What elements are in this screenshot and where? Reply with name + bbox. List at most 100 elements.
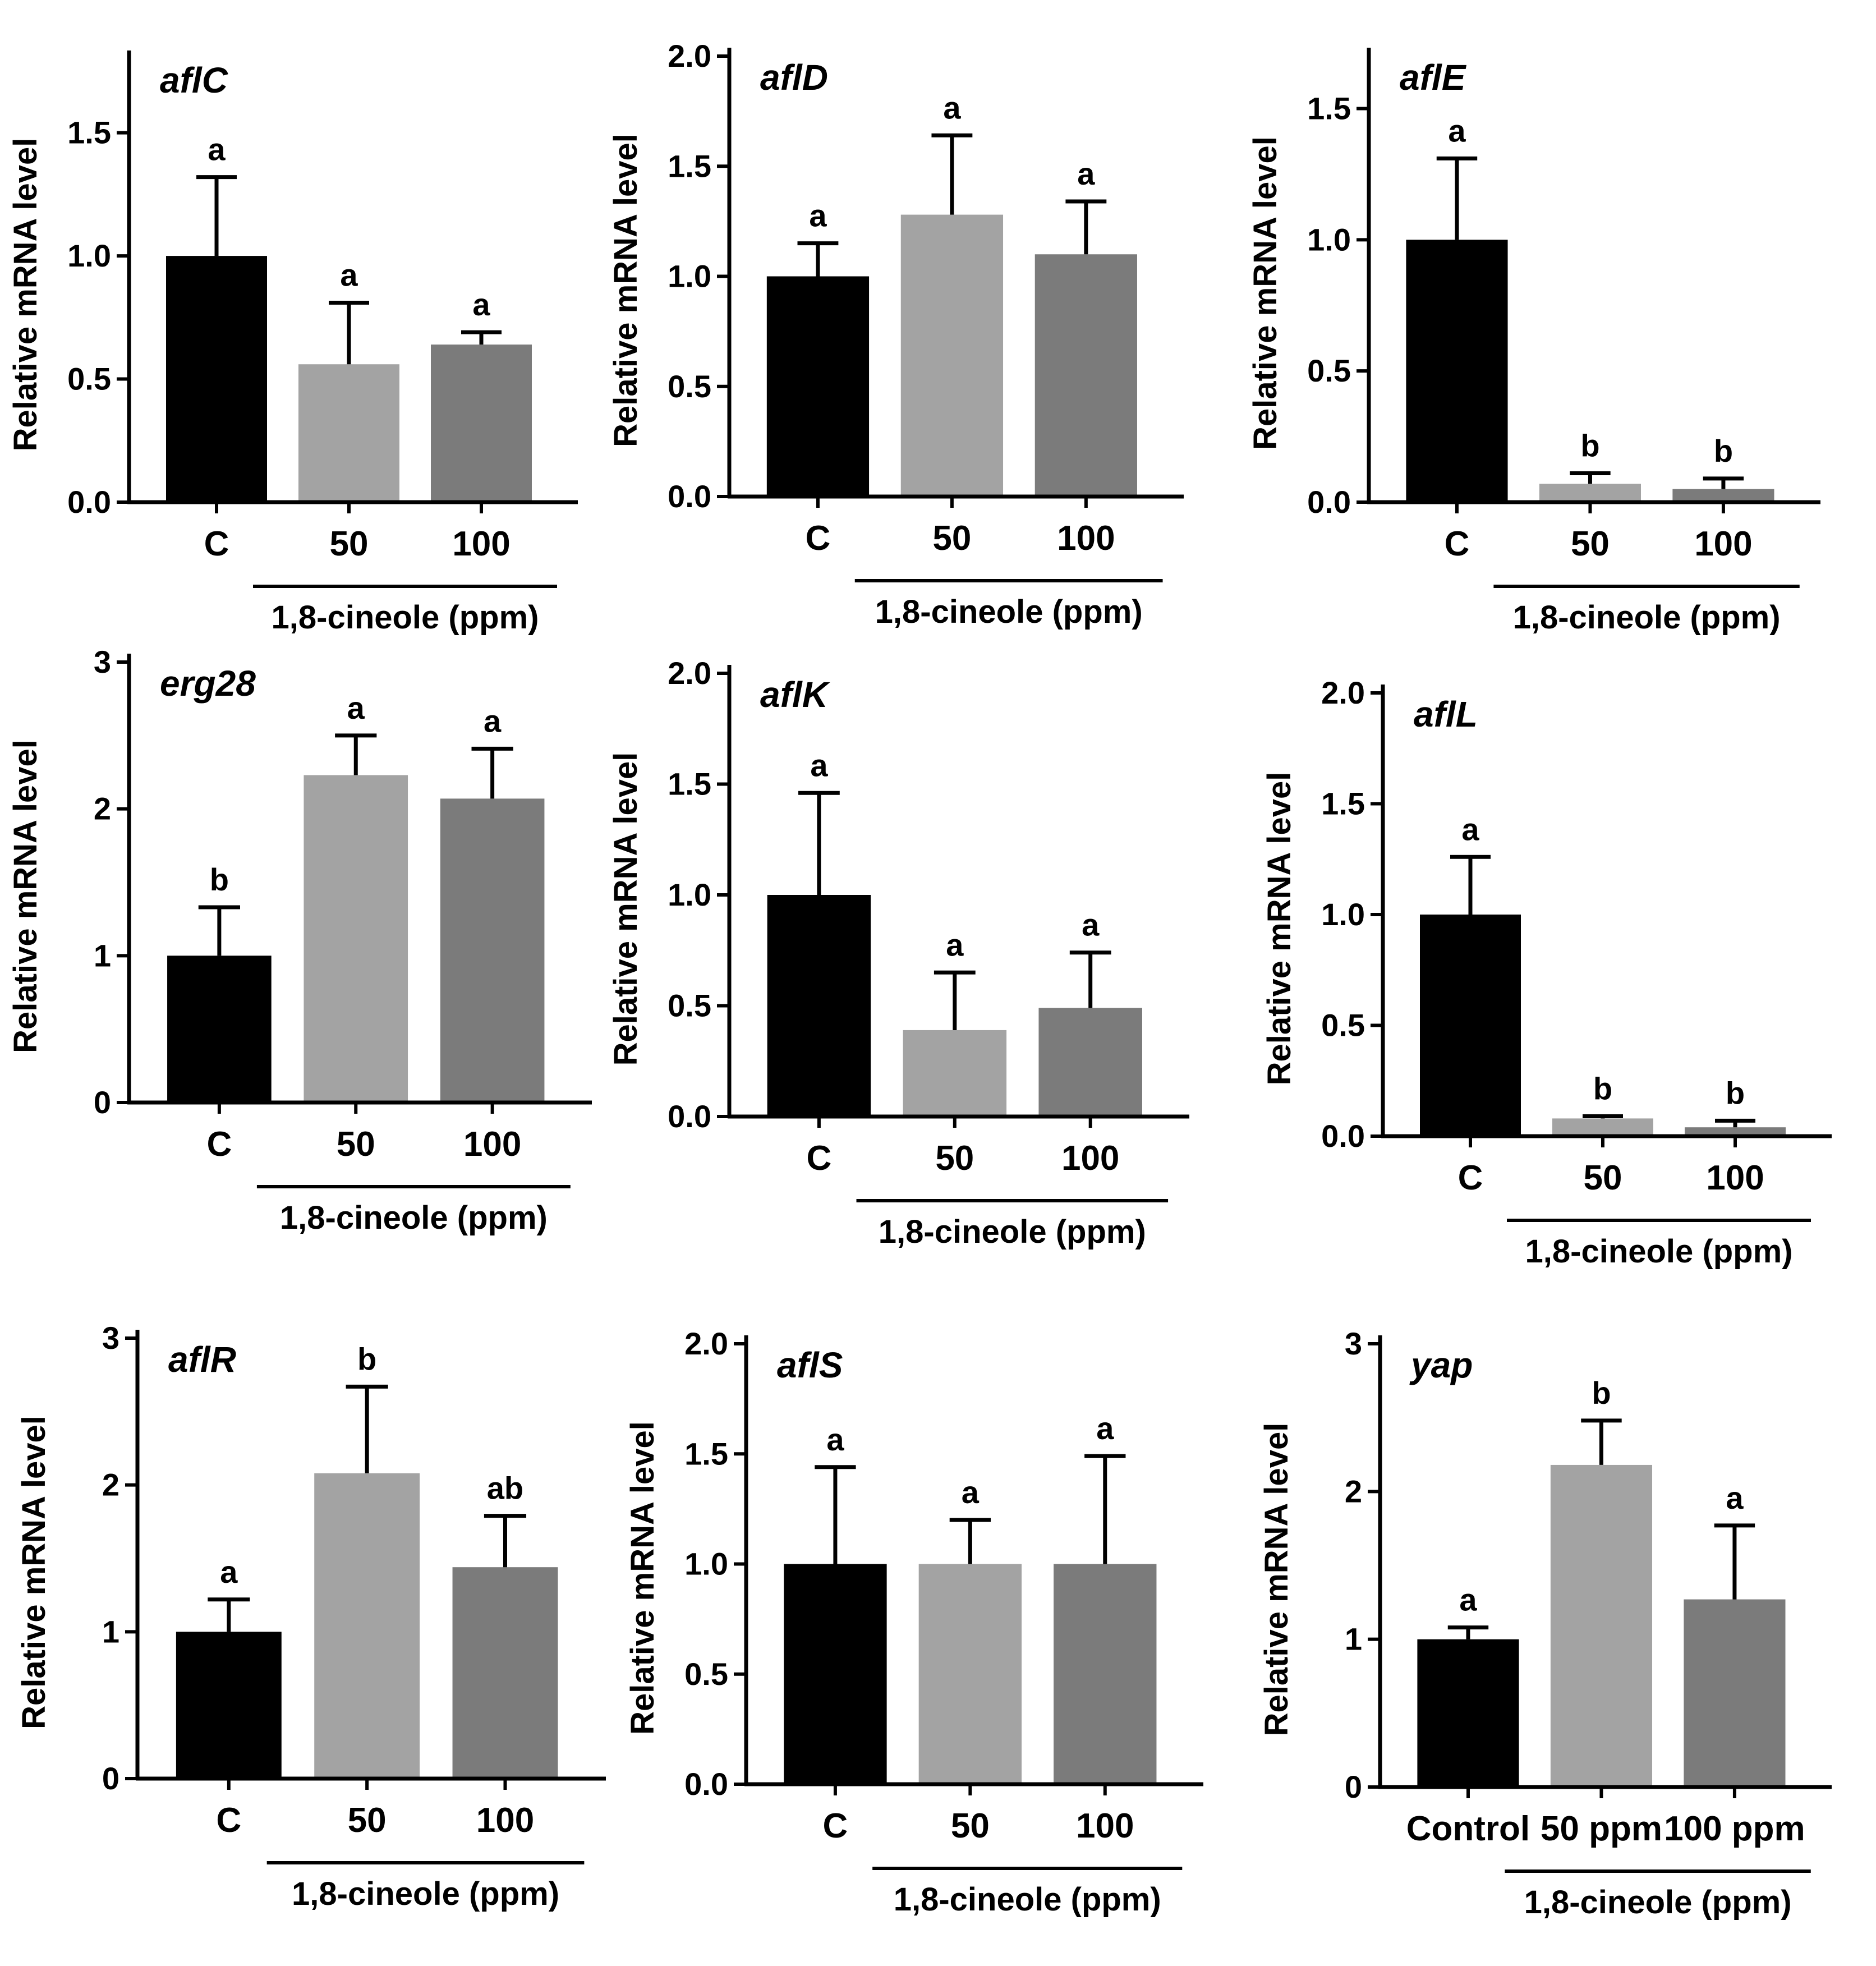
- y-tick-label: 0.5: [1321, 1008, 1365, 1043]
- y-axis-title: Relative mRNA level: [7, 138, 44, 452]
- y-tick-label: 0.0: [684, 1766, 728, 1802]
- significance-letter: ab: [487, 1471, 523, 1506]
- y-tick-label: 1.0: [668, 877, 711, 912]
- chart-title: aflS: [777, 1345, 843, 1385]
- x-category-label: 50: [932, 519, 971, 558]
- y-tick-label: 1.5: [684, 1436, 728, 1471]
- significance-letter: a: [1726, 1480, 1744, 1515]
- significance-letter: a: [1448, 113, 1466, 148]
- bar: [1552, 1118, 1653, 1136]
- x-axis-title: 1,8-cineole (ppm): [879, 1214, 1146, 1250]
- bar: [431, 344, 532, 502]
- chart-panel-aflK: a a a 0.0 0.5 1.0 1.5 2.0 C 50 100 1,8-cineole (ppm…: [608, 655, 1189, 1250]
- y-tick-label: 1.0: [1307, 222, 1351, 257]
- y-tick-label: 0.0: [1307, 484, 1351, 520]
- chart-title: aflL: [1414, 694, 1478, 734]
- x-category-label: 50: [935, 1139, 974, 1178]
- y-tick-label: 2.0: [684, 1326, 728, 1361]
- x-category-label: 50: [951, 1807, 990, 1845]
- bar: [903, 1030, 1007, 1117]
- significance-letter: a: [1459, 1582, 1477, 1618]
- x-axis-title: 1,8-cineole (ppm): [875, 594, 1143, 630]
- y-tick-label: 1.5: [67, 115, 111, 150]
- bar: [1672, 489, 1774, 502]
- x-category-label: 100: [1706, 1159, 1764, 1197]
- y-axis-title: Relative mRNA level: [1247, 136, 1284, 450]
- significance-letter: a: [826, 1422, 844, 1457]
- x-category-label: 100 ppm: [1664, 1809, 1805, 1848]
- chart-title: aflE: [1400, 57, 1467, 98]
- bar: [452, 1567, 558, 1779]
- chart-panel-aflS: a a a 0.0 0.5 1.0 1.5 2.0 C 50 100 1,8-cineole (ppm…: [624, 1326, 1203, 1918]
- bar: [440, 798, 545, 1103]
- chart-title: aflR: [168, 1339, 236, 1380]
- y-tick-label: 2: [1345, 1473, 1362, 1509]
- chart-panel-aflD: a a a 0.0 0.5 1.0 1.5 2.0 C 50 100 1,8-cineole (ppm…: [608, 38, 1184, 630]
- bar: [1420, 915, 1521, 1136]
- bar: [1406, 240, 1508, 502]
- y-tick-label: 0.5: [668, 369, 711, 404]
- chart-title: erg28: [160, 663, 256, 704]
- significance-letter: b: [1593, 1071, 1612, 1106]
- chart-title: aflD: [760, 57, 828, 98]
- significance-letter: b: [1580, 428, 1599, 463]
- x-category-label: 100: [1061, 1139, 1119, 1178]
- x-category-label: 50: [1584, 1159, 1622, 1197]
- bar: [1684, 1599, 1786, 1787]
- bar: [304, 775, 408, 1103]
- y-tick-label: 2.0: [1321, 675, 1365, 710]
- significance-letter: a: [810, 747, 828, 783]
- y-tick-label: 1.0: [67, 238, 111, 273]
- y-tick-label: 2.0: [668, 38, 711, 74]
- y-tick-label: 0.5: [668, 988, 711, 1023]
- x-axis-title: 1,8-cineole (ppm): [1524, 1884, 1792, 1921]
- x-category-label: C: [823, 1807, 848, 1845]
- significance-letter: b: [1592, 1375, 1611, 1411]
- bar: [784, 1564, 887, 1784]
- x-axis-title: 1,8-cineole (ppm): [292, 1876, 559, 1912]
- significance-letter: a: [946, 927, 964, 962]
- chart-panel-yap: a b a 0 1 2 3 Control 50 ppm 100 ppm 1,8-cineole (…: [1258, 1326, 1832, 1921]
- y-axis-title: Relative mRNA level: [1261, 772, 1298, 1086]
- bar: [1685, 1127, 1786, 1136]
- y-tick-label: 1.5: [1307, 91, 1351, 126]
- bar: [298, 364, 399, 502]
- x-category-label: 100: [1076, 1807, 1134, 1845]
- y-tick-label: 0.0: [67, 484, 111, 520]
- y-tick-label: 0.0: [1321, 1118, 1365, 1154]
- y-tick-label: 0: [94, 1085, 111, 1120]
- y-tick-label: 1.0: [668, 259, 711, 294]
- significance-letter: a: [943, 90, 961, 125]
- chart-panel-aflE: a b b 0.0 0.5 1.0 1.5 C 50 100 1,8-cineole (ppm) Re…: [1247, 48, 1820, 636]
- y-axis-title: Relative mRNA level: [624, 1421, 661, 1735]
- x-category-label: 50: [348, 1801, 387, 1840]
- x-category-label: 100: [463, 1125, 521, 1164]
- significance-letter: a: [1096, 1411, 1114, 1446]
- x-category-label: C: [216, 1801, 241, 1840]
- significance-letter: b: [357, 1341, 376, 1376]
- x-category-label: C: [806, 519, 831, 558]
- significance-letter: a: [1077, 156, 1095, 191]
- chart-title: aflC: [160, 60, 228, 100]
- y-tick-label: 3: [102, 1320, 119, 1356]
- y-tick-label: 0.5: [684, 1656, 728, 1692]
- x-category-label: 50 ppm: [1541, 1809, 1662, 1848]
- significance-letter: b: [1726, 1075, 1745, 1110]
- y-tick-label: 2: [102, 1467, 119, 1503]
- bar: [900, 214, 1004, 497]
- significance-letter: a: [484, 703, 502, 738]
- y-axis-title: Relative mRNA level: [16, 1416, 52, 1729]
- x-category-label: C: [204, 525, 229, 563]
- chart-title: aflK: [760, 674, 831, 715]
- y-axis-title: Relative mRNA level: [608, 134, 644, 447]
- bar: [1417, 1639, 1519, 1787]
- bar: [176, 1632, 282, 1779]
- y-tick-label: 1: [102, 1614, 119, 1649]
- x-category-label: 50: [330, 525, 369, 563]
- y-tick-label: 1: [1345, 1622, 1362, 1657]
- y-tick-label: 1.5: [668, 148, 711, 183]
- x-axis-title: 1,8-cineole (ppm): [272, 599, 539, 636]
- significance-letter: a: [472, 287, 490, 322]
- x-category-label: C: [1445, 525, 1470, 563]
